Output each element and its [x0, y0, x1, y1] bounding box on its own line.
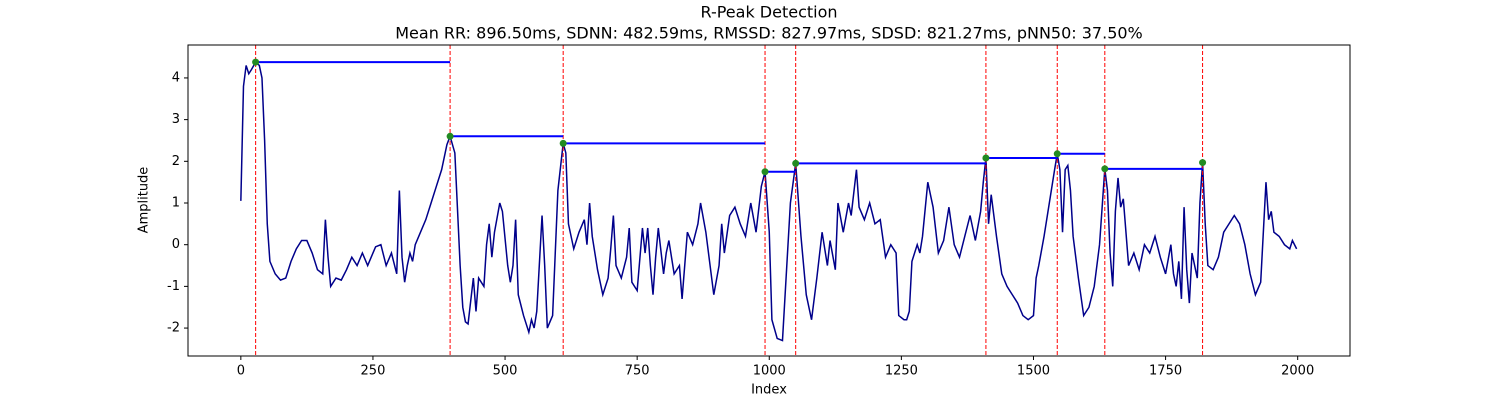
plot-frame: [187, 44, 1351, 357]
signal-line: [240, 60, 1298, 342]
chart-subtitle: Mean RR: 896.50ms, SDNN: 482.59ms, RMSSD…: [395, 24, 1143, 43]
x-tick-label: 250: [361, 364, 386, 379]
y-tick-label: 4: [172, 70, 180, 85]
peak-point: [252, 58, 260, 66]
y-tick-label: -1: [167, 279, 180, 294]
peak-point: [982, 154, 990, 162]
x-tick-label: 1250: [885, 364, 918, 379]
peak-point: [1199, 159, 1207, 167]
x-tick-label: 2000: [1281, 364, 1314, 379]
x-tick-label: 0: [237, 364, 245, 379]
peak-point: [1101, 165, 1109, 173]
x-tick-label: 1000: [753, 364, 786, 379]
y-tick-label: 3: [172, 112, 180, 127]
peak-point: [1053, 150, 1061, 158]
peak-point: [792, 159, 800, 167]
y-tick-label: 0: [172, 237, 180, 252]
x-tick-label: 1750: [1149, 364, 1182, 379]
chart-title: R-Peak Detection: [700, 3, 837, 22]
x-tick-label: 500: [493, 364, 518, 379]
peak-point: [446, 132, 454, 140]
x-tick-label: 1500: [1017, 364, 1050, 379]
y-tick-label: 2: [172, 154, 180, 169]
y-tick-label: 1: [172, 196, 180, 211]
peak-point: [761, 168, 769, 176]
y-axis-label: Amplitude: [137, 167, 152, 234]
y-tick-label: -2: [167, 321, 180, 336]
x-axis-label: Index: [751, 383, 787, 398]
x-tick-label: 750: [625, 364, 650, 379]
peak-point: [559, 139, 567, 147]
